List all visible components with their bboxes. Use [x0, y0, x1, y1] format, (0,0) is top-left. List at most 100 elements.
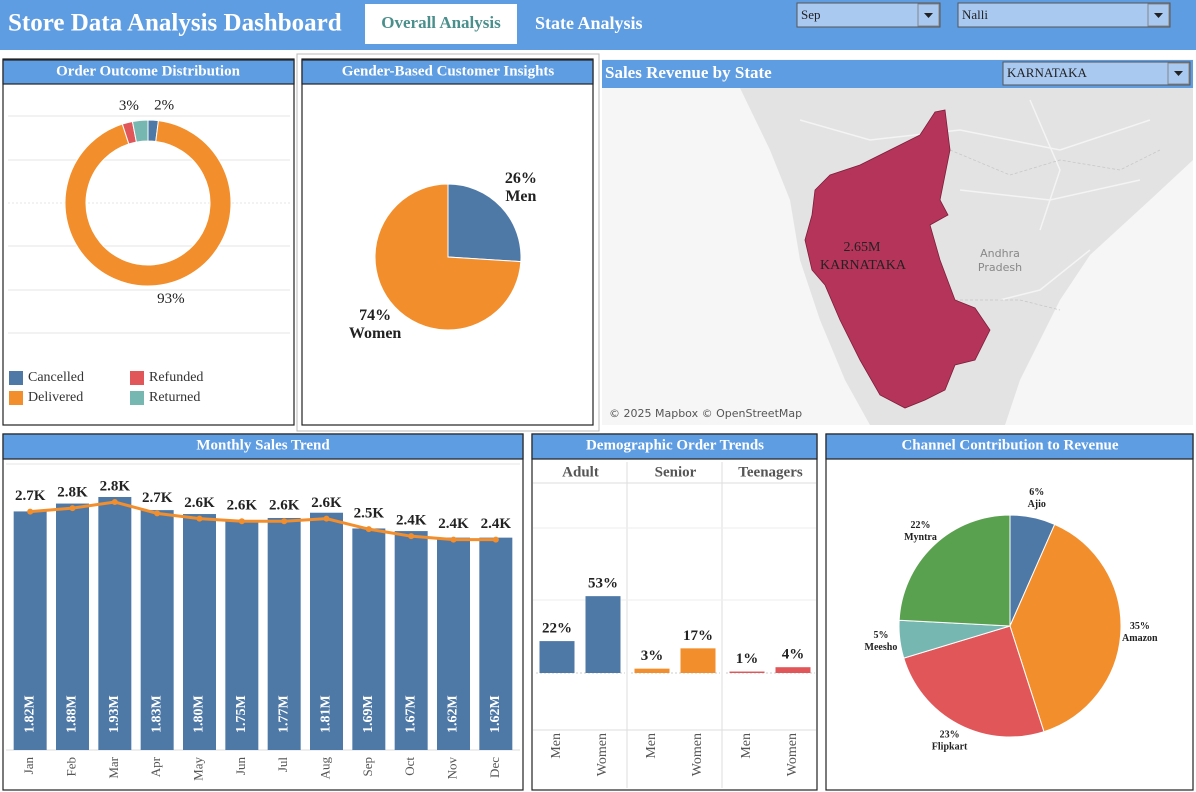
dropdown[interactable]	[1002, 61, 1191, 86]
slice	[374, 183, 522, 331]
line-label: 2.6K	[227, 498, 258, 514]
x-tick-label: Mar	[106, 756, 121, 778]
dropdown-value[interactable]: Nalli	[962, 7, 988, 22]
x-tick-label: Oct	[402, 757, 417, 776]
tab-label[interactable]: State Analysis	[535, 13, 643, 33]
bar-label: 1.83M	[149, 695, 164, 733]
slice-label: 93%	[157, 291, 185, 307]
dropdown-value[interactable]: KARNATAKA	[1007, 65, 1087, 80]
line	[30, 500, 496, 542]
x-tick-label: Men	[739, 733, 754, 759]
line-label: 2.5K	[354, 506, 385, 522]
slice-label: 74%	[359, 307, 391, 324]
basemap-label: Andhra	[980, 247, 1020, 260]
x-tick-label: May	[190, 757, 205, 781]
slice-label: 3%	[119, 98, 139, 114]
bar-label: 4%	[782, 647, 805, 663]
panel-title-bar	[825, 433, 1194, 460]
panel-title: Sales Revenue by State	[605, 63, 772, 82]
line-point	[238, 518, 245, 525]
line-point	[365, 526, 372, 533]
slice-label: 6%	[1029, 487, 1044, 498]
bar-label: 1.93M	[107, 695, 122, 733]
bar	[729, 671, 765, 673]
slice-label: 2%	[154, 98, 174, 114]
bar-label: 1.62M	[446, 695, 461, 733]
bar-label: 1.69M	[361, 695, 376, 733]
borders	[949, 149, 1161, 311]
slice-label: 23%	[940, 729, 960, 740]
bar	[394, 531, 428, 750]
legend-swatch	[130, 391, 144, 405]
x-tick-label: Jul	[275, 757, 290, 773]
panel-title-bar	[2, 59, 295, 85]
tab-label[interactable]: Overall Analysis	[381, 13, 501, 32]
line-point	[450, 536, 457, 543]
panel-title-bar	[301, 59, 594, 85]
x-tick-label: Jun	[233, 757, 248, 776]
bar-label: 17%	[683, 628, 713, 644]
legend-label: Returned	[149, 390, 200, 405]
dropdown-value[interactable]: Sep	[801, 7, 821, 22]
bar	[183, 514, 216, 750]
x-tick-label: Nov	[444, 757, 459, 780]
dropdown-arrow	[1154, 13, 1163, 18]
line-point	[111, 499, 118, 505]
bar-label: 1.81M	[319, 695, 334, 733]
legend-label: Cancelled	[28, 370, 84, 385]
x-tick-label: Feb	[63, 757, 78, 777]
slice	[131, 119, 149, 143]
line-label: 2.4K	[396, 513, 427, 529]
bar	[539, 641, 575, 673]
legend-swatch	[9, 391, 23, 405]
bar	[634, 668, 670, 673]
facet-header: Adult	[562, 464, 599, 480]
dashboard-title: Store Data Analysis Dashboard	[8, 10, 342, 37]
x-tick-label: Aug	[317, 757, 332, 780]
slice	[64, 120, 232, 287]
line-label: 2.7K	[142, 490, 173, 506]
slice-label: 26%	[505, 170, 537, 187]
bar-label: 1.80M	[192, 695, 207, 733]
x-tick-label: Sep	[360, 757, 375, 777]
legend-label: Delivered	[28, 390, 83, 405]
bar-label: 1%	[736, 651, 759, 667]
line-label: 2.6K	[269, 498, 300, 514]
dropdown[interactable]	[796, 2, 941, 28]
panel-title: Order Outcome Distribution	[56, 63, 241, 79]
bar-label: 1.82M	[22, 695, 37, 733]
map-state-label: KARNATAKA	[820, 258, 907, 273]
panel-title-bar	[531, 433, 818, 460]
slice-category: Women	[349, 325, 402, 342]
bar-label: 1.67M	[403, 695, 418, 733]
bar-label: 53%	[588, 576, 618, 592]
slice-label: 22%	[910, 520, 930, 531]
slice-category: Flipkart	[932, 741, 968, 752]
dropdown[interactable]	[957, 2, 1171, 28]
slice	[447, 183, 522, 263]
dropdown-arrow	[1174, 71, 1183, 76]
slice-category: Amazon	[1122, 633, 1158, 644]
bar	[225, 520, 259, 750]
bar	[437, 537, 470, 750]
line-point	[281, 518, 288, 525]
bar-label: 22%	[542, 621, 572, 637]
line-point	[27, 508, 34, 515]
line-point	[196, 515, 203, 522]
dividers	[8, 115, 290, 334]
bar	[479, 537, 513, 750]
basemap-label: Pradesh	[978, 261, 1022, 274]
state-region[interactable]	[804, 109, 991, 409]
line-label: 2.6K	[311, 495, 342, 511]
panel	[2, 433, 524, 791]
panel-title: Monthly Sales Trend	[196, 437, 330, 453]
bar-label: 1.75M	[234, 695, 249, 733]
line-point	[69, 505, 76, 512]
line-point	[154, 510, 161, 517]
map-attribution: © 2025 Mapbox © OpenStreetMap	[609, 407, 802, 420]
slice-category: Myntra	[904, 532, 937, 543]
panel-title-bar	[2, 433, 524, 460]
tab-active[interactable]	[365, 4, 517, 44]
legend-swatch	[9, 371, 23, 385]
